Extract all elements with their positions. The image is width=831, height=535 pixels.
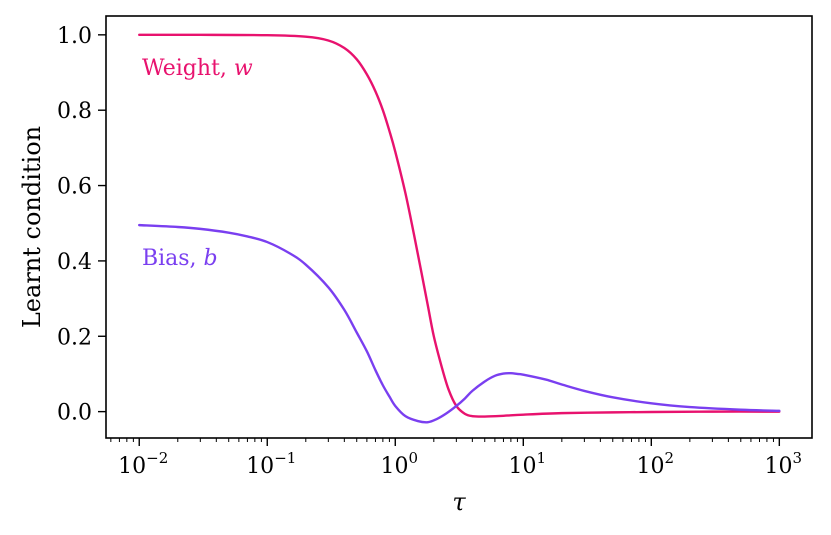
y-tick-label: 0.2 [57, 325, 92, 350]
y-tick-label: 0.6 [57, 175, 92, 200]
series-label-separator: , [220, 56, 234, 81]
series-labels: Weight, w Bias, b [142, 56, 253, 271]
series-label-name: Weight [142, 56, 220, 81]
x-tick-label-base: 10 [118, 454, 146, 479]
x-tick-label-base: 10 [380, 454, 408, 479]
x-tick-label-exponent: −1 [274, 449, 296, 467]
series-label-separator: , [190, 246, 204, 271]
x-tick-label-base: 10 [509, 454, 537, 479]
x-tick-label-exponent: 0 [408, 449, 418, 467]
plot-area-frame [105, 15, 813, 439]
series-layer [138, 33, 781, 424]
series-label-symbol: w [234, 56, 253, 81]
y-tick-label: 0.0 [57, 401, 92, 426]
x-tick-label-exponent: −2 [146, 449, 168, 467]
x-tick-label-base: 10 [765, 454, 793, 479]
x-tick-label: 103 [765, 449, 803, 479]
x-axis-title: τ [452, 488, 466, 516]
x-tick-label: 10−2 [118, 449, 168, 479]
x-tick-label-base: 10 [246, 454, 274, 479]
x-tick-label-exponent: 3 [793, 449, 803, 467]
series-label-weight: Weight, w [142, 56, 253, 81]
x-tick-label: 102 [637, 449, 675, 479]
y-tick-label: 0.8 [57, 99, 92, 124]
x-tick-label-base: 10 [637, 454, 665, 479]
series-line-weight [138, 33, 781, 418]
y-tick-label: 0.4 [57, 250, 92, 275]
y-axis-title: Learnt condition [18, 126, 46, 328]
x-tick-label: 100 [380, 449, 418, 479]
x-tick-label-exponent: 1 [537, 449, 547, 467]
x-tick-label: 10−1 [246, 449, 296, 479]
series-label-name: Bias [142, 246, 190, 271]
x-tick-label-exponent: 2 [665, 449, 675, 467]
y-tick-label: 1.0 [57, 24, 92, 49]
x-tick-label: 101 [509, 449, 547, 479]
series-label-symbol: b [204, 246, 218, 271]
series-label-bias: Bias, b [142, 246, 218, 271]
series-line-bias [138, 223, 781, 424]
